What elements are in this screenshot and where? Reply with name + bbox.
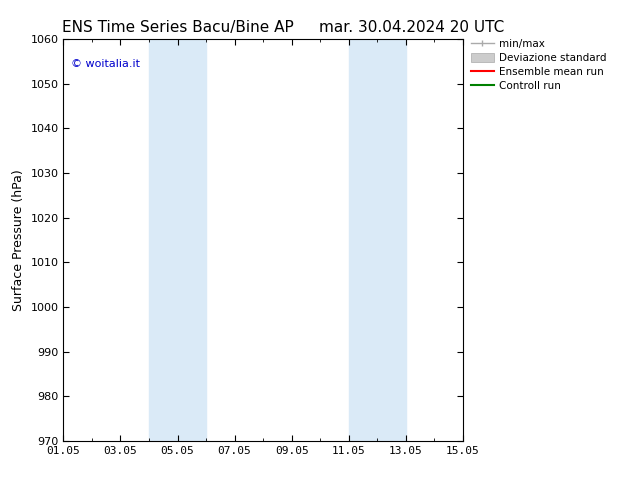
Legend: min/max, Deviazione standard, Ensemble mean run, Controll run: min/max, Deviazione standard, Ensemble m… [471,39,607,91]
Text: mar. 30.04.2024 20 UTC: mar. 30.04.2024 20 UTC [320,20,505,35]
Text: ENS Time Series Bacu/Bine AP: ENS Time Series Bacu/Bine AP [61,20,294,35]
Bar [349,39,406,441]
Bar [149,39,206,441]
Y-axis label: Surface Pressure (hPa): Surface Pressure (hPa) [12,169,25,311]
Text: © woitalia.it: © woitalia.it [72,59,140,69]
